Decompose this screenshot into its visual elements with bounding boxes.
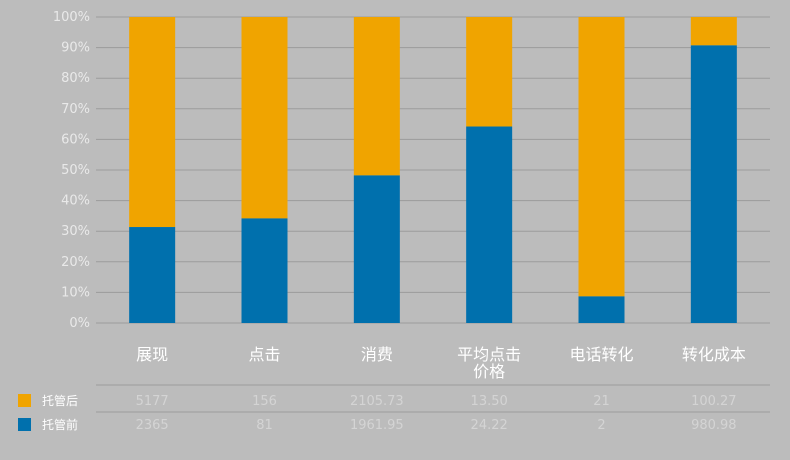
table-value-before: 2 xyxy=(597,418,605,433)
bar-segment-after-0 xyxy=(129,17,176,228)
bar-segment-before-5 xyxy=(690,45,737,324)
y-tick-label: 100% xyxy=(53,10,90,25)
legend-swatch-after xyxy=(18,394,31,407)
y-tick-label: 40% xyxy=(61,194,90,209)
category-label: 消费 xyxy=(361,345,393,364)
bar-segment-before-0 xyxy=(129,227,176,323)
table-value-before: 81 xyxy=(256,418,273,433)
table-value-after: 156 xyxy=(252,394,277,409)
category-label: 转化成本 xyxy=(682,345,746,364)
y-tick-label: 30% xyxy=(61,224,90,239)
category-label: 展现 xyxy=(136,345,168,364)
y-tick-label: 90% xyxy=(61,41,90,56)
bar-segment-after-5 xyxy=(690,17,737,46)
bar-segment-before-3 xyxy=(466,126,513,324)
bar-segment-after-2 xyxy=(353,17,400,176)
y-tick-label: 60% xyxy=(61,132,90,147)
y-tick-label: 20% xyxy=(61,255,90,270)
bar-segment-after-1 xyxy=(241,17,288,219)
y-tick-label: 0% xyxy=(69,316,90,331)
table-value-before: 1961.95 xyxy=(350,418,404,433)
category-label: 电话转化 xyxy=(569,345,633,364)
bar-segment-after-4 xyxy=(578,17,625,297)
bar-segment-before-4 xyxy=(578,296,625,323)
table-value-after: 21 xyxy=(593,394,610,409)
table-value-before: 24.22 xyxy=(471,418,508,433)
table-value-after: 100.27 xyxy=(691,394,737,409)
table-value-after: 5177 xyxy=(136,394,169,409)
bar-segment-before-1 xyxy=(241,218,288,323)
bar-segment-before-2 xyxy=(353,175,400,323)
category-label: 点击 xyxy=(248,345,280,364)
table-value-before: 980.98 xyxy=(691,418,737,433)
legend-swatch-before xyxy=(18,418,31,431)
table-value-after: 2105.73 xyxy=(350,394,404,409)
legend-label-after: 托管后 xyxy=(42,393,78,408)
y-tick-label: 70% xyxy=(61,102,90,117)
y-tick-label: 80% xyxy=(61,71,90,86)
table-value-before: 2365 xyxy=(136,418,169,433)
table-value-after: 13.50 xyxy=(471,394,508,409)
y-tick-label: 50% xyxy=(61,163,90,178)
legend-label-before: 托管前 xyxy=(42,417,78,432)
category-label: 平均点击 xyxy=(457,345,521,364)
y-tick-label: 10% xyxy=(61,285,90,300)
bar-segment-after-3 xyxy=(466,17,513,127)
category-label: 价格 xyxy=(473,362,505,381)
